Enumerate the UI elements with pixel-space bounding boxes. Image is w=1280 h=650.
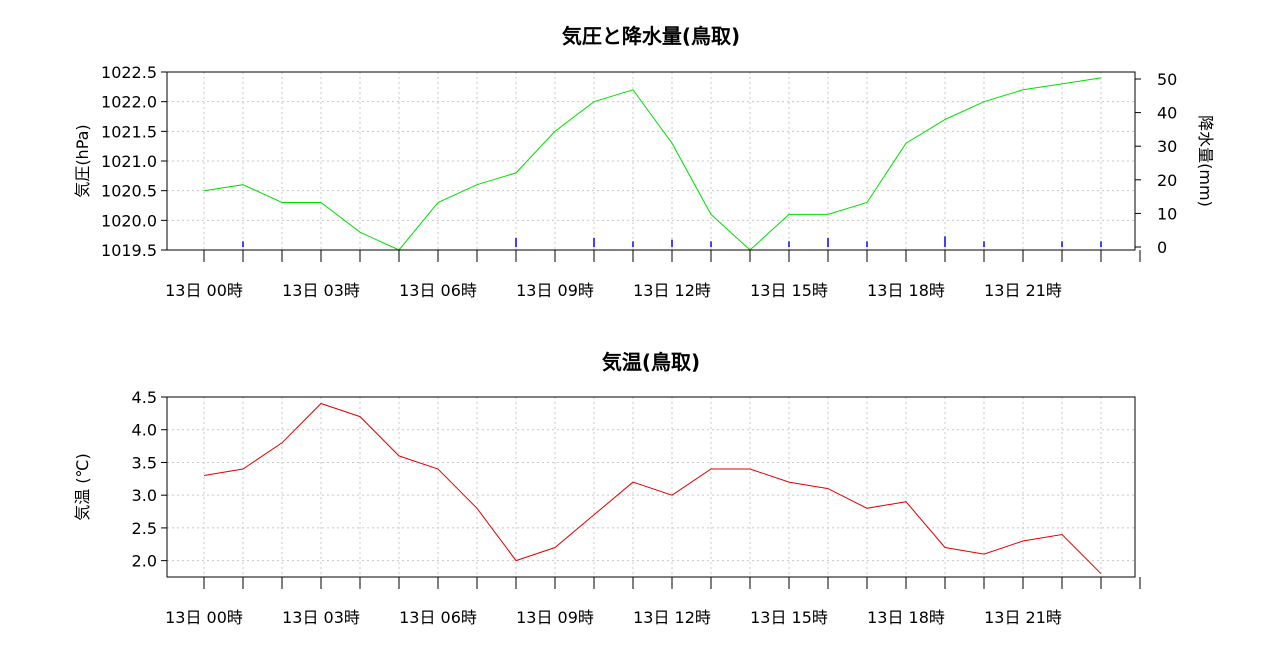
chart2-ytick-label: 3.5 [132,453,157,472]
chart2-title: 気温(鳥取) [602,350,700,374]
chart1-series-line [203,77,1102,251]
chart2-ylabel: 気温 (℃) [73,453,92,521]
chart2-ytick-label: 2.5 [132,519,157,538]
chart2-xtick-label: 13日 12時 [633,608,711,627]
chart2-ytick-label: 3.0 [132,486,157,505]
chart1-ytick-label: 1022.5 [101,63,157,82]
chart2-ytick-label: 4.0 [132,421,157,440]
chart1-y2tick-label: 10 [1157,204,1177,223]
chart1-xtick-label: 13日 00時 [165,281,243,300]
chart2-xtick-label: 13日 03時 [282,608,360,627]
chart2-xtick-label: 13日 00時 [165,608,243,627]
chart1-ytick-label: 1020.0 [101,211,157,230]
chart1-xtick-label: 13日 12時 [633,281,711,300]
chart1-xtick-label: 13日 15時 [750,281,828,300]
chart2-xtick-label: 13日 21時 [984,608,1062,627]
chart2-xtick-label: 13日 09時 [516,608,594,627]
chart1-y2tick-label: 40 [1157,104,1177,123]
chart1-y2label: 降水量(mm) [1196,115,1215,207]
chart1-xtick-label: 13日 21時 [984,281,1062,300]
chart2-xtick-label: 13日 18時 [867,608,945,627]
chart1-xtick-label: 13日 18時 [867,281,945,300]
chart1-ytick-label: 1021.5 [101,122,157,141]
chart1-xtick-label: 13日 06時 [399,281,477,300]
chart1-y2tick-label: 30 [1157,137,1177,156]
chart1-y2tick-label: 50 [1157,70,1177,89]
chart2-xtick-label: 13日 06時 [399,608,477,627]
chart1-plot-frame [166,71,1136,251]
chart1-xtick-label: 13日 09時 [516,281,594,300]
chart1-ytick-label: 1022.0 [101,93,157,112]
chart1-xtick-label: 13日 03時 [282,281,360,300]
chart2-ytick-label: 2.0 [132,552,157,571]
chart1-y2tick-label: 0 [1157,238,1167,257]
chart1-ylabel: 気圧(hPa) [73,124,92,197]
chart1-ytick-label: 1021.0 [101,152,157,171]
chart1-y2tick-label: 20 [1157,171,1177,190]
chart1-ytick-label: 1020.5 [101,182,157,201]
chart2-ytick-label: 4.5 [132,388,157,407]
chart2-series-line [203,402,1102,575]
chart1-ytick-label: 1019.5 [101,241,157,260]
chart1-title: 気圧と降水量(鳥取) [562,24,740,48]
chart2-xtick-label: 13日 15時 [750,608,828,627]
chart2-plot-frame [166,396,1136,578]
